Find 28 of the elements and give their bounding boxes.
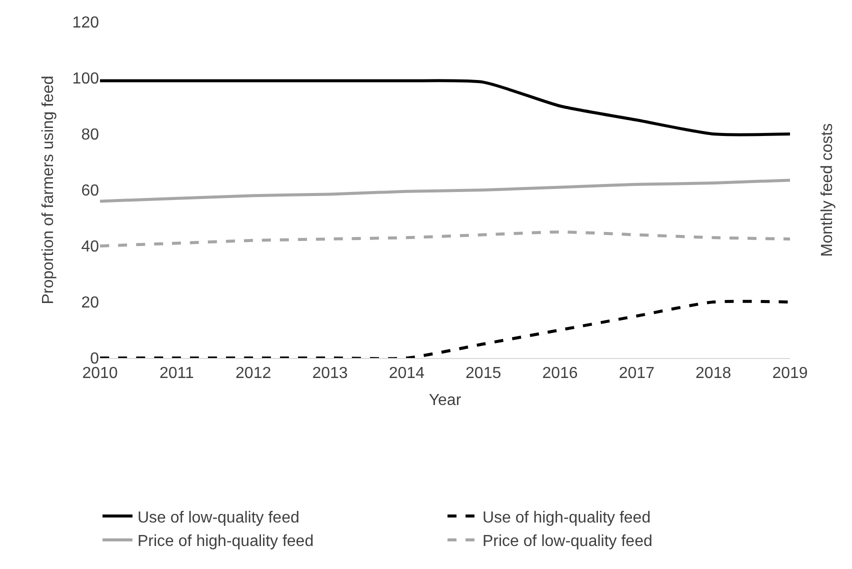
x-tick-label: 2015	[466, 365, 502, 382]
x-tick-label: 2017	[618, 365, 655, 382]
y-tick-label: 80	[81, 126, 100, 144]
x-tick-label: 2014	[388, 365, 425, 382]
line-series	[100, 300, 790, 358]
legend-label: Use of high-quality feed	[482, 509, 651, 526]
y-tick-label: 120	[72, 14, 100, 32]
x-tick-label: 2018	[696, 365, 732, 382]
line-series	[100, 178, 790, 203]
y2-axis-title: Monthly feed costs	[819, 123, 836, 257]
y-tick-label: 100	[72, 70, 100, 88]
legend-label: Price of low-quality feed	[482, 533, 652, 550]
y-tick-label: 0	[90, 350, 100, 368]
x-tick-label: 2011	[159, 365, 194, 382]
y-tick-label: 40	[81, 238, 100, 256]
y-tick-label: 20	[81, 294, 100, 312]
x-tick-label: 2013	[312, 365, 348, 382]
x-tick-label: 2016	[542, 365, 578, 382]
legend-label: Use of low-quality feed	[138, 509, 300, 526]
y-axis-title: Proportion of farmers using feed	[40, 76, 58, 304]
line-series	[100, 230, 790, 248]
y-tick-label: 60	[81, 182, 100, 200]
x-tick-label: 2019	[772, 365, 808, 382]
line-series	[100, 79, 790, 136]
x-axis-title: Year	[428, 392, 462, 409]
legend-label: Price of high-quality feed	[138, 533, 314, 550]
x-tick-label: 2012	[236, 365, 272, 382]
x-tick-label: 2010	[82, 365, 118, 382]
